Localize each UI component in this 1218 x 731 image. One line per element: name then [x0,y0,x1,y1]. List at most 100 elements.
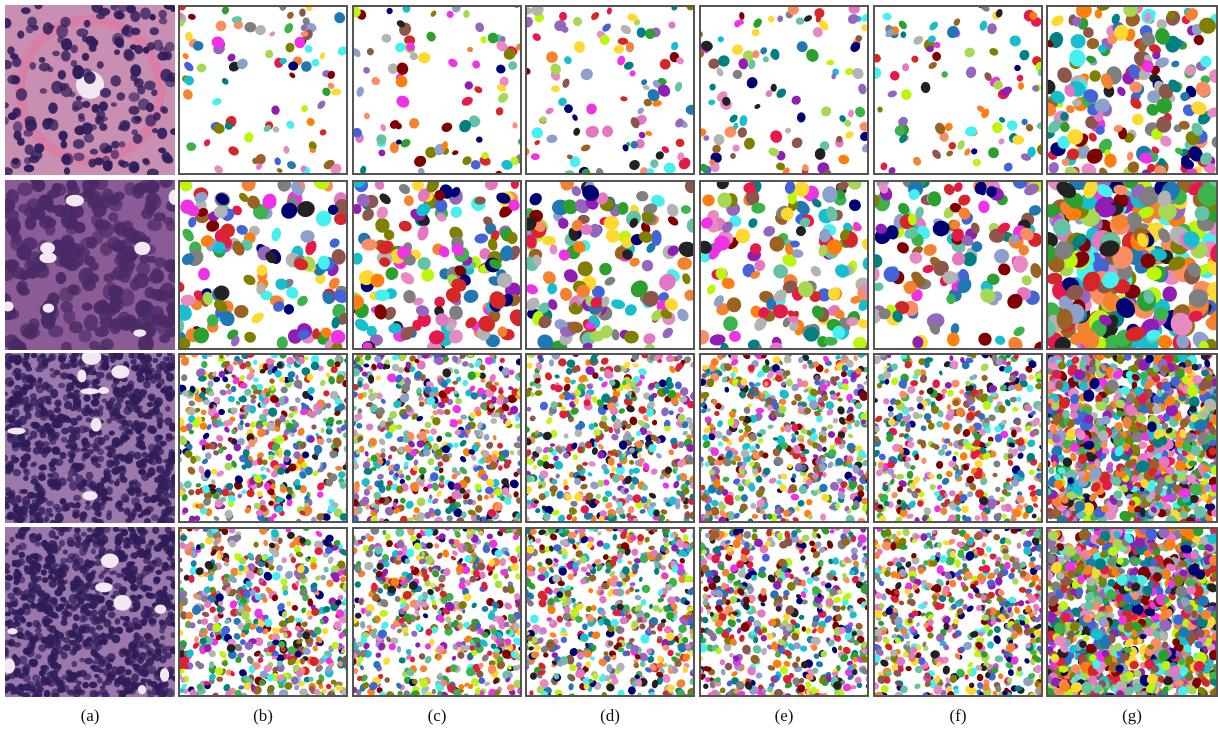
nucleus [35,366,43,372]
nucleus [137,440,145,450]
nucleus [153,112,161,121]
nucleus [79,487,87,492]
nucleus [39,215,54,229]
nucleus [54,399,61,407]
nucleus [94,437,103,447]
nucleus [82,53,89,61]
nucleus [126,487,134,492]
nucleus [169,436,175,441]
nucleus [150,376,157,384]
nucleus [27,17,37,28]
nucleus [50,472,59,482]
nucleus [60,372,69,379]
nucleus [12,442,19,449]
nucleus [72,105,79,111]
nucleus [88,159,96,168]
nucleus [80,365,87,370]
nucleus [65,387,71,392]
nucleus [13,121,23,132]
segmentation-map [694,348,874,527]
nucleus [58,131,67,141]
nucleus [72,509,80,515]
nucleus [85,408,93,414]
nucleus [3,392,9,396]
nucleus [159,10,167,19]
nucleus [49,368,54,372]
nucleus [117,419,122,423]
nucleus [127,451,135,459]
nucleus [143,380,151,388]
nucleus [81,122,92,134]
nucleus [82,442,91,449]
nucleus [40,88,48,94]
nucleus [2,18,12,28]
nucleus [102,156,110,166]
nucleus [83,394,90,402]
nucleus [26,377,34,384]
nucleus [31,475,38,480]
nucleus [54,407,61,413]
tissue-gap [80,388,99,394]
nucleus [21,456,27,462]
nucleus [2,60,12,69]
nucleus [164,51,172,60]
nucleus [92,104,100,113]
nucleus [53,504,61,510]
nucleus [84,72,96,84]
nucleus [79,330,92,343]
nucleus [73,222,85,233]
instance [550,443,555,447]
nucleus [169,452,177,461]
nucleus [76,96,82,101]
nucleus [151,495,159,503]
nucleus [60,498,67,505]
nucleus [27,328,41,338]
nucleus [146,103,154,113]
nucleus [129,106,140,115]
nucleus [25,216,36,230]
nucleus [152,313,168,326]
nucleus [39,57,46,63]
segmentation-map [867,3,1050,175]
nucleus [105,374,113,380]
nucleus [85,501,90,505]
nucleus [7,46,14,55]
nucleus [110,3,118,10]
nucleus [125,400,130,404]
nucleus [63,310,75,324]
nucleus [23,404,30,413]
nucleus [31,422,40,429]
nucleus [71,503,77,508]
nucleus [98,300,108,311]
tissue-gap [133,329,146,336]
nucleus [42,447,51,454]
nucleus [144,518,151,525]
nucleus [139,469,146,475]
nucleus [111,102,117,106]
nucleus [163,356,169,361]
nucleus [97,346,108,354]
nucleus [148,452,157,459]
nucleus [105,145,112,153]
tissue-gap [66,195,84,207]
nucleus [14,356,23,365]
nucleus [49,466,56,472]
nucleus [138,462,147,470]
nucleus [131,129,138,135]
nucleus [134,45,143,54]
nucleus [48,67,54,73]
nucleus [37,263,47,272]
nucleus [39,429,44,435]
instance [452,381,458,385]
tissue-gap [39,252,56,263]
tissue-gap [3,301,14,311]
nucleus [12,371,18,376]
nucleus [30,398,39,407]
nucleus [61,153,73,165]
nucleus [92,39,98,46]
segmentation-map [863,170,1051,357]
nucleus [91,457,98,462]
nucleus [146,363,152,369]
nucleus [69,92,75,98]
